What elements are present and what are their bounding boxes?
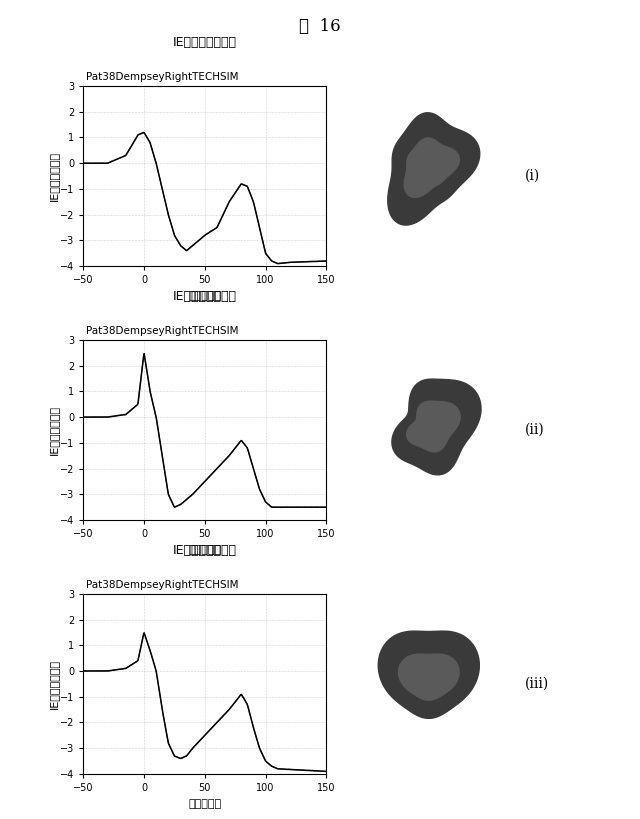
X-axis label: 湾曲（度）: 湾曲（度） bbox=[188, 799, 221, 808]
Text: Pat38DempseyRightTECHSIM: Pat38DempseyRightTECHSIM bbox=[86, 580, 239, 590]
Text: IE回転対湾曲角度: IE回転対湾曲角度 bbox=[173, 290, 237, 303]
Text: IE回転対湾曲角度: IE回転対湾曲角度 bbox=[173, 36, 237, 49]
X-axis label: 湾曲（度）: 湾曲（度） bbox=[188, 545, 221, 554]
Text: Pat38DempseyRightTECHSIM: Pat38DempseyRightTECHSIM bbox=[86, 72, 239, 82]
Polygon shape bbox=[399, 654, 459, 700]
Polygon shape bbox=[406, 401, 460, 452]
Text: (iii): (iii) bbox=[525, 676, 549, 691]
Polygon shape bbox=[378, 631, 479, 718]
X-axis label: 湾曲（度）: 湾曲（度） bbox=[188, 291, 221, 301]
Text: IE回転対湾曲角度: IE回転対湾曲角度 bbox=[173, 544, 237, 557]
Text: Pat38DempseyRightTECHSIM: Pat38DempseyRightTECHSIM bbox=[86, 326, 239, 336]
Y-axis label: IE回転（角度）: IE回転（角度） bbox=[49, 405, 58, 455]
Polygon shape bbox=[392, 379, 481, 475]
Y-axis label: IE回転（角度）: IE回転（角度） bbox=[49, 658, 58, 709]
Polygon shape bbox=[388, 113, 480, 225]
Text: (i): (i) bbox=[525, 169, 540, 183]
Text: (ii): (ii) bbox=[525, 423, 545, 437]
Y-axis label: IE回転（角度）: IE回転（角度） bbox=[49, 151, 58, 201]
Polygon shape bbox=[404, 138, 460, 197]
Text: 図  16: 図 16 bbox=[299, 18, 341, 35]
